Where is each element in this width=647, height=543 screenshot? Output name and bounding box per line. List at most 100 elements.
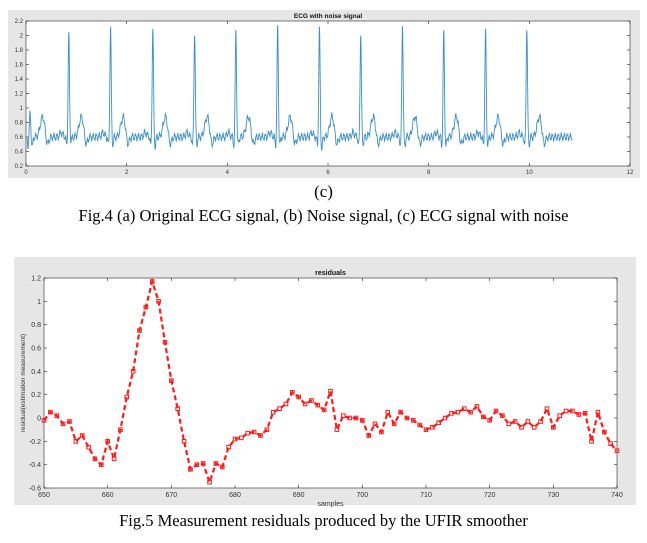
residual-point-marker xyxy=(334,427,340,432)
x-tick-label: 670 xyxy=(165,492,177,499)
residual-point-marker xyxy=(500,413,505,418)
residual-point-marker xyxy=(99,462,104,467)
residual-point-marker xyxy=(372,421,378,427)
y-tick-label: -0.4 xyxy=(29,462,41,469)
residual-point-marker xyxy=(417,422,422,428)
residual-point-marker xyxy=(239,435,244,441)
residual-point-marker xyxy=(340,413,346,418)
residual-point-marker xyxy=(194,462,200,467)
chart-title: ECG with noise signal xyxy=(294,13,362,20)
residual-point-marker xyxy=(73,439,79,444)
fig4-caption: Fig.4 (a) Original ECG signal, (b) Noise… xyxy=(78,206,569,225)
y-tick-label: 0.8 xyxy=(15,121,24,127)
residual-point-marker xyxy=(321,407,327,413)
residual-point-marker xyxy=(79,433,85,438)
residual-point-marker xyxy=(156,299,161,304)
x-tick-label: 690 xyxy=(293,492,305,499)
x-tick-label: 720 xyxy=(484,492,496,499)
residual-point-marker xyxy=(468,409,473,415)
x-tick-label: 10 xyxy=(526,170,533,176)
y-tick-label: 1.2 xyxy=(31,275,41,282)
residual-point-marker xyxy=(544,406,550,411)
residual-point-marker xyxy=(576,412,582,417)
residuals-chart: residuals 650 660 670 680 690 700 710 720 730 740 -… xyxy=(20,270,623,508)
residual-point-marker xyxy=(118,427,123,432)
residual-point-marker xyxy=(207,479,212,485)
residual-point-marker xyxy=(423,427,429,432)
x-tick-label: 740 xyxy=(611,492,623,499)
y-tick-label: 0.4 xyxy=(15,150,24,156)
residual-point-marker xyxy=(347,415,352,421)
residual-point-marker xyxy=(41,418,47,423)
y-tick-label: 1 xyxy=(37,299,41,306)
y-axis-label: residual(estimation measurement) xyxy=(20,334,27,432)
fig4-figure-panel: ECG with noise signal 0 2 4 6 8 10 12 0.2 0.4 0.6 0… xyxy=(8,10,640,178)
residual-point-marker xyxy=(525,419,531,424)
residual-point-marker xyxy=(111,456,117,462)
residual-point-marker xyxy=(213,461,219,466)
y-tick-label: 0.2 xyxy=(31,392,41,399)
residual-point-marker xyxy=(92,456,98,462)
x-tick-label: 8 xyxy=(427,170,431,176)
x-tick-label: 660 xyxy=(102,492,114,499)
residual-point-marker xyxy=(149,279,155,284)
residual-point-marker xyxy=(309,398,314,403)
residual-point-marker xyxy=(601,429,607,435)
y-tick-label: 1.4 xyxy=(15,77,24,83)
x-axis-label: samples xyxy=(317,501,344,508)
residual-point-marker xyxy=(557,413,563,418)
residual-point-marker xyxy=(353,415,359,421)
residual-point-marker xyxy=(54,413,60,418)
residual-point-marker xyxy=(188,467,193,472)
residual-point-marker xyxy=(296,394,301,400)
x-tick-label: 730 xyxy=(547,492,559,499)
y-tick-label: 1 xyxy=(20,106,24,112)
residual-point-marker xyxy=(251,429,257,435)
y-tick-label: 0.8 xyxy=(31,322,41,329)
fig4-panel-label: (c) xyxy=(314,182,333,201)
x-tick-label: 680 xyxy=(229,492,241,499)
residual-point-marker xyxy=(143,304,149,310)
residual-point-marker xyxy=(162,339,168,345)
y-tick-label: 0.6 xyxy=(15,135,24,141)
residual-point-marker xyxy=(277,406,282,411)
residual-point-marker xyxy=(487,418,492,423)
residual-point-marker xyxy=(430,425,435,430)
residual-point-marker xyxy=(245,430,251,436)
residual-point-marker xyxy=(315,402,321,408)
residual-point-marker xyxy=(258,433,263,438)
y-tick-label: 1.2 xyxy=(15,92,24,98)
chart-title: residuals xyxy=(315,270,346,277)
residual-point-marker xyxy=(461,406,467,411)
residual-point-marker xyxy=(449,411,454,416)
residual-point-marker xyxy=(442,415,448,421)
x-tick-label: 6 xyxy=(326,170,330,176)
residual-point-marker xyxy=(124,394,130,400)
residual-point-marker xyxy=(570,408,575,414)
residual-point-marker xyxy=(531,425,537,430)
residual-point-marker xyxy=(290,390,295,395)
residual-point-marker xyxy=(360,418,365,423)
y-tick-label: 2.2 xyxy=(15,19,24,25)
residual-point-marker xyxy=(366,433,371,438)
residual-point-marker xyxy=(130,369,136,374)
residual-point-marker xyxy=(506,421,512,427)
residual-point-marker xyxy=(551,425,556,430)
ecg-series-line xyxy=(26,25,573,152)
residual-point-marker xyxy=(614,448,620,453)
x-tick-label: 0 xyxy=(24,170,28,176)
residual-point-marker xyxy=(385,409,391,415)
x-tick-label: 12 xyxy=(627,170,634,176)
y-tick-label: 1.8 xyxy=(15,48,24,54)
residual-point-marker xyxy=(60,421,66,427)
x-tick-label: 4 xyxy=(226,170,230,176)
residual-point-marker xyxy=(200,461,206,466)
residual-point-marker xyxy=(302,401,308,407)
y-tick-label: 1.6 xyxy=(15,63,24,69)
residual-point-marker xyxy=(175,406,180,411)
residual-point-marker xyxy=(608,441,613,446)
residual-point-marker xyxy=(137,328,142,333)
residual-point-marker xyxy=(226,444,231,450)
residual-point-marker xyxy=(181,439,187,444)
residual-point-marker xyxy=(270,409,276,415)
